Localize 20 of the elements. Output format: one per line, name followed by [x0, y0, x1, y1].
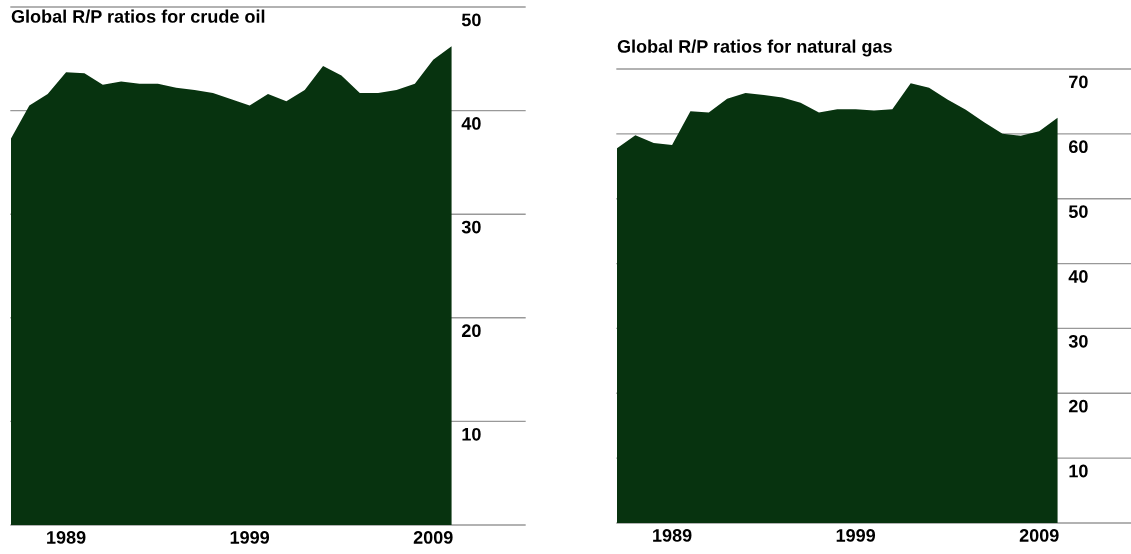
y-tick-label: 10: [1069, 464, 1088, 478]
chart-title: Global R/P ratios for crude oil: [11, 9, 265, 24]
y-tick-label: 30: [461, 220, 481, 234]
y-tick-label: 50: [461, 13, 481, 27]
x-tick-label: 1989: [47, 531, 86, 544]
x-tick-label: 1989: [653, 529, 692, 542]
x-tick-label: 1999: [836, 529, 876, 542]
x-tick-label: 1999: [230, 531, 270, 544]
y-tick-label: 60: [1068, 140, 1088, 154]
x-tick-label: 2009: [413, 531, 453, 544]
y-tick-label: 40: [461, 117, 481, 130]
y-tick-label: 20: [461, 324, 481, 338]
y-tick-label: 30: [1068, 334, 1088, 348]
y-tick-label: 50: [1068, 205, 1088, 218]
chart-title: Global R/P ratios for natural gas: [617, 39, 892, 57]
y-tick-label: 20: [1068, 399, 1088, 413]
x-tick-label: 2009: [1019, 529, 1059, 542]
y-tick-label: 70: [1069, 75, 1088, 89]
y-tick-label: 10: [462, 427, 481, 441]
y-tick-label: 40: [1068, 270, 1088, 283]
